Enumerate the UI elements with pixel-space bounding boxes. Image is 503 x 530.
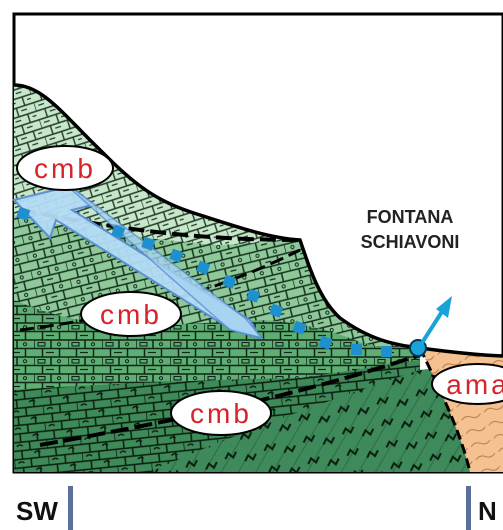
svg-text:ama: ama [446, 369, 503, 400]
svg-text:cmb: cmb [100, 299, 162, 330]
direction-label-sw: SW [16, 496, 58, 526]
boundary-line-2 [19, 248, 301, 332]
place-label-line2: SCHIAVONI [361, 232, 460, 252]
unit-label-cmb-middle: cmb [80, 291, 182, 337]
direction-label-n: N [478, 496, 497, 526]
svg-text:cmb: cmb [190, 398, 252, 429]
direction-tick-left [68, 486, 73, 530]
flow-path-dots [16, 206, 392, 357]
unit-label-cmb-lower: cmb [170, 390, 272, 436]
boundary-line-4 [418, 347, 472, 472]
svg-text:cmb: cmb [34, 153, 96, 184]
unit-label-ama: ama [431, 363, 503, 405]
spring-outflow-arrowhead [436, 296, 452, 318]
direction-tick-right [466, 486, 471, 530]
layer-wavy [150, 360, 503, 472]
unit-label-cmb-upper: cmb [16, 145, 114, 191]
spring-outflow-icon [418, 305, 447, 348]
place-label-line1: FONTANA [367, 207, 454, 227]
